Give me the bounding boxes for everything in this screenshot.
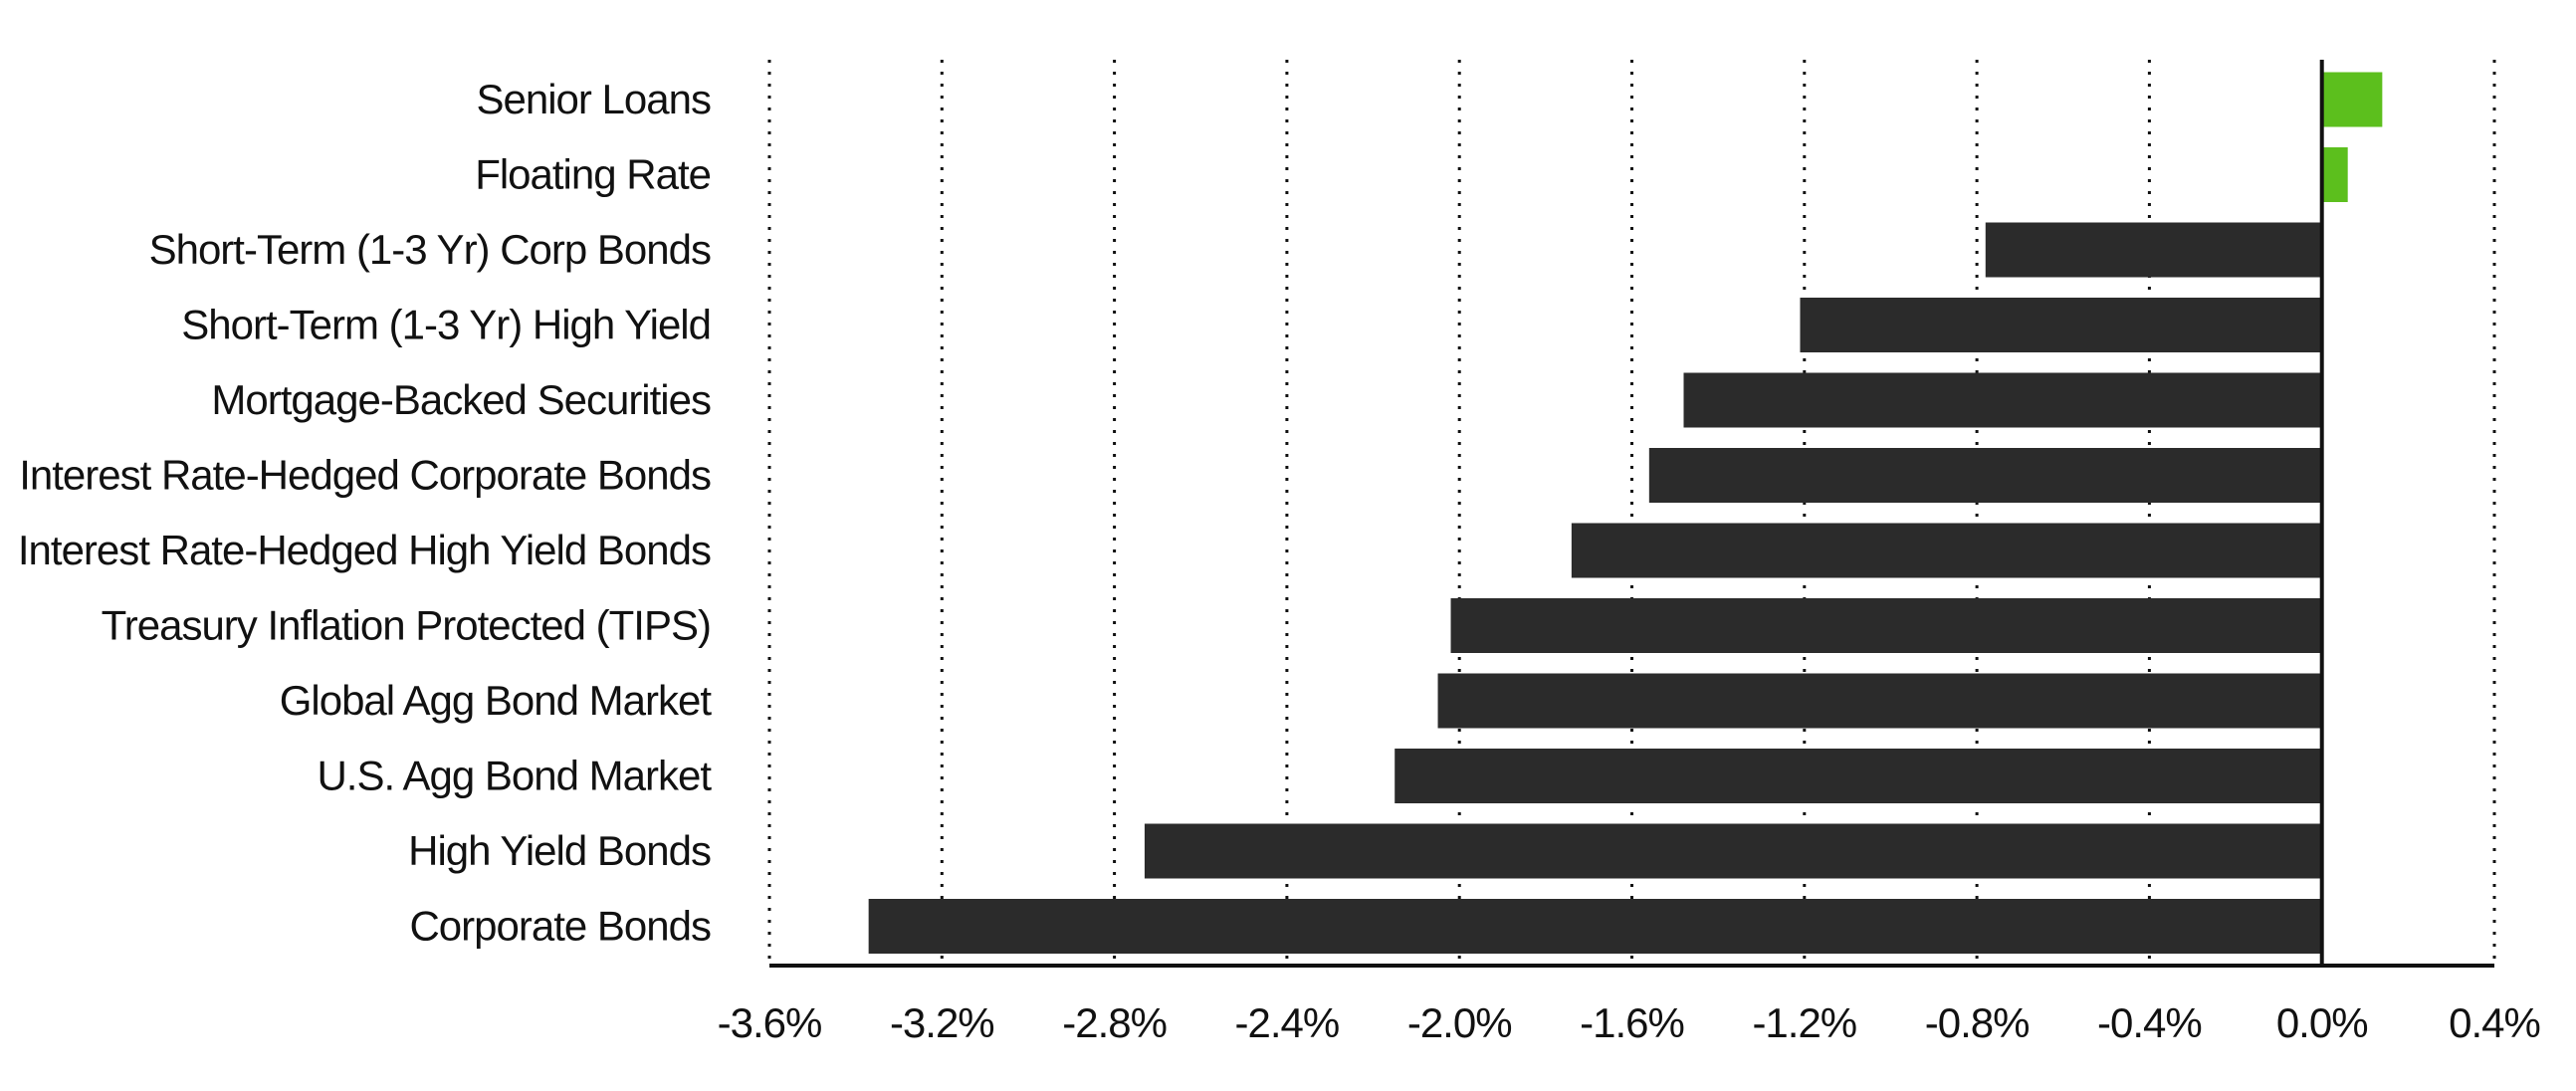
x-tick-label: 0.0%	[2276, 999, 2368, 1046]
category-label: High Yield Bonds	[408, 827, 711, 874]
x-tick-label: -2.8%	[1062, 999, 1167, 1046]
category-label: Treasury Inflation Protected (TIPS)	[102, 602, 711, 649]
x-tick-label: 0.4%	[2449, 999, 2540, 1046]
x-tick-label: -2.0%	[1407, 999, 1512, 1046]
bar	[1144, 823, 2322, 879]
category-labels: Senior Loans Floating Rate Short-Term (1-3…	[18, 76, 713, 950]
bars	[868, 72, 2383, 954]
bar	[1800, 298, 2322, 352]
bar	[1450, 598, 2322, 653]
bar	[1648, 448, 2322, 503]
bar	[868, 899, 2322, 954]
category-label: Senior Loans	[476, 76, 711, 122]
bar	[1683, 372, 2322, 428]
x-tick-label: -3.6%	[718, 999, 822, 1046]
category-label: Floating Rate	[475, 151, 711, 198]
bar	[2321, 147, 2348, 202]
x-tick-label: -2.4%	[1235, 999, 1340, 1046]
bar	[1437, 673, 2322, 729]
x-tick-label: -1.2%	[1752, 999, 1856, 1046]
x-tick-label: -0.4%	[2097, 999, 2202, 1046]
x-tick-labels: -3.6% -3.2% -2.8% -2.4% -2.0% -1.6% -1.2% -0.8%…	[718, 999, 2541, 1046]
bar	[1571, 523, 2322, 578]
category-label: U.S. Agg Bond Market	[317, 753, 712, 799]
axes	[769, 60, 2494, 968]
category-label: Mortgage-Backed Securities	[211, 376, 711, 423]
x-tick-label: -1.6%	[1580, 999, 1684, 1046]
category-label: Interest Rate-Hedged Corporate Bonds	[19, 452, 711, 499]
x-tick-label: -3.2%	[890, 999, 994, 1046]
bar	[1395, 749, 2322, 803]
gridlines	[767, 60, 2496, 966]
bar	[1985, 222, 2322, 278]
category-label: Corporate Bonds	[409, 903, 711, 950]
category-label: Short-Term (1-3 Yr) High Yield	[181, 302, 711, 348]
x-tick-label: -0.8%	[1925, 999, 2030, 1046]
category-label: Global Agg Bond Market	[280, 677, 713, 724]
bar	[2321, 72, 2383, 127]
category-label: Interest Rate-Hedged High Yield Bonds	[18, 527, 711, 573]
category-label: Short-Term (1-3 Yr) Corp Bonds	[149, 226, 711, 273]
